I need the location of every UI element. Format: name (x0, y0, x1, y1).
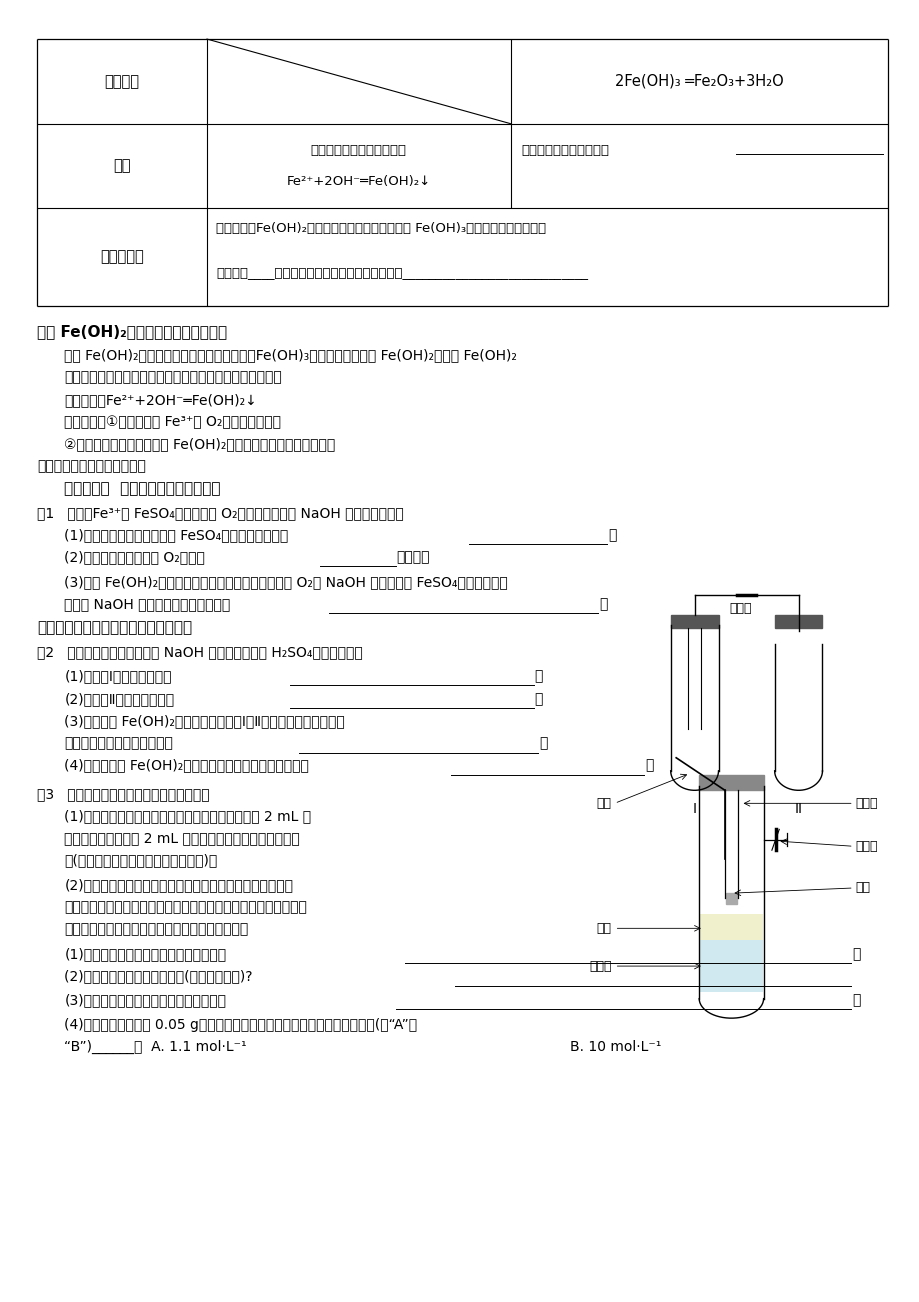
Text: 制备原理：Fe²⁺+2OH⁻═Fe(OH)₂↓: 制备原理：Fe²⁺+2OH⁻═Fe(OH)₂↓ (64, 393, 257, 406)
Text: 止水夹: 止水夹 (729, 602, 751, 615)
Text: (1)在试管Ⅰ中加入的试剂是: (1)在试管Ⅰ中加入的试剂是 (64, 669, 172, 682)
Text: 下面是几种典型的制备方法：: 下面是几种典型的制备方法： (37, 460, 145, 473)
Text: 例3   如图所示制备氢氧化亚铁的改进实验：: 例3 如图所示制备氢氧化亚铁的改进实验： (37, 788, 210, 801)
Text: 可溶性亚铁盐与碱溶液反应: 可溶性亚铁盐与碱溶液反应 (311, 145, 406, 156)
Text: 玻璃管: 玻璃管 (855, 797, 877, 810)
Text: 沿玻璃管内将钒粒捅入液体中。请回答下列问题：: 沿玻璃管内将钒粒捅入液体中。请回答下列问题： (64, 923, 248, 936)
Text: 可溶性铁盐与碱溶液反应: 可溶性铁盐与碱溶液反应 (521, 145, 609, 156)
Text: 弹簧夹: 弹簧夹 (855, 840, 877, 853)
Text: 迅速变成____色，最后变成红褐色，反应方程式为____________________________: 迅速变成____色，最后变成红褐色，反应方程式为________________… (216, 267, 587, 279)
Text: 向上提拉铁丝，使铁丝脱离液面。并关闭弹簧夹；用另一根细铁丝: 向上提拉铁丝，使铁丝脱离液面。并关闭弹簧夹；用另一根细铁丝 (64, 901, 307, 914)
Text: B. 10 mol·L⁻¹: B. 10 mol·L⁻¹ (570, 1040, 661, 1053)
Text: (3)携入钒粒后，预测具支试管中的现象：: (3)携入钒粒后，预测具支试管中的现象： (64, 993, 226, 1006)
Text: 由于 Fe(OH)₂具有很强的还原性，易被氧化为Fe(OH)₃，在实验室中制备 Fe(OH)₂，并使 Fe(OH)₂: 由于 Fe(OH)₂具有很强的还原性，易被氧化为Fe(OH)₃，在实验室中制备 … (64, 349, 516, 362)
Text: II: II (794, 802, 801, 816)
Text: 。: 。 (534, 669, 542, 682)
Text: 2Fe(OH)₃ ═Fe₂O₃+3H₂O: 2Fe(OH)₃ ═Fe₂O₃+3H₂O (614, 74, 783, 89)
Text: (1)按图所示组装他器，向一支小的具支试管中加入 2 mL 左: (1)按图所示组装他器，向一支小的具支试管中加入 2 mL 左 (64, 810, 312, 823)
Bar (670, 615, 718, 628)
Text: (4)这样生成的 Fe(OH)₂沉淠能较长时间保持白色，理由是: (4)这样生成的 Fe(OH)₂沉淠能较长时间保持白色，理由是 (64, 759, 309, 772)
Text: 。: 。 (598, 598, 607, 611)
Text: 稀盐酸: 稀盐酸 (589, 960, 611, 973)
Text: 。: 。 (644, 759, 652, 772)
Text: 。: 。 (539, 737, 547, 750)
Text: 受热分解: 受热分解 (104, 74, 140, 89)
Text: 的方法。: 的方法。 (396, 551, 429, 564)
Text: ②制备过程中，保证生成的 Fe(OH)₂在密闭的隔绝空气的体系中。: ②制备过程中，保证生成的 Fe(OH)₂在密闭的隔绝空气的体系中。 (64, 437, 335, 450)
Text: (2)除去蒸馆水中溶解的 O₂常采用: (2)除去蒸馆水中溶解的 O₂常采用 (64, 551, 205, 564)
Text: 夹，塞紧塞子后的实验步骤是: 夹，塞紧塞子后的实验步骤是 (64, 737, 173, 750)
Text: 钒粒: 钒粒 (855, 881, 869, 894)
Text: (3)为了制得 Fe(OH)₂白色沉淠，在试管Ⅰ和Ⅱ中加入试剂，打开止水: (3)为了制得 Fe(OH)₂白色沉淠，在试管Ⅰ和Ⅱ中加入试剂，打开止水 (64, 715, 345, 728)
Text: 例2   在如图所示的装置中，用 NaOH 溶液、铁屑、稀 H₂SO₄等试剂制备。: 例2 在如图所示的装置中，用 NaOH 溶液、铁屑、稀 H₂SO₄等试剂制备。 (37, 646, 362, 659)
Text: 右的稀盐酸，再加入 2 mL 左右的煎油，玻璃管下端粘住钒: 右的稀盐酸，再加入 2 mL 左右的煎油，玻璃管下端粘住钒 (64, 832, 300, 845)
Text: 制法: 制法 (113, 159, 130, 173)
Text: Fe²⁺+2OH⁻═Fe(OH)₂↓: Fe²⁺+2OH⁻═Fe(OH)₂↓ (287, 176, 430, 187)
Bar (699, 940, 762, 992)
Text: (2)将铁丝浸入盐酸，反应放出氢气，待试管内空气排尽后，: (2)将铁丝浸入盐酸，反应放出氢气，待试管内空气排尽后， (64, 879, 293, 892)
Text: 例1   用不含Fe³⁺的 FeSO₄溶液与不含 O₂的蒸馆水配制的 NaOH 溶液反应制备。: 例1 用不含Fe³⁺的 FeSO₄溶液与不含 O₂的蒸馆水配制的 NaOH 溶液… (37, 506, 403, 519)
Bar (774, 615, 822, 628)
Text: 成功关键：①溶液中不含 Fe³⁺和 O₂等氧化性物质。: 成功关键：①溶液中不含 Fe³⁺和 O₂等氧化性物质。 (64, 415, 281, 428)
Text: 粒(用滤纸吸干表面煎油，切去氧化层)。: 粒(用滤纸吸干表面煎油，切去氧化层)。 (64, 854, 218, 867)
Text: 在空气中，Fe(OH)₂能够非常迅速地被氧气氧化成 Fe(OH)₃，现象是白色絮状沉淠: 在空气中，Fe(OH)₂能够非常迅速地被氧气氧化成 Fe(OH)₃，现象是白色絮… (216, 223, 546, 234)
Text: 【方法二】氢气氛围中的复分解反应法: 【方法二】氢气氛围中的复分解反应法 (37, 620, 192, 635)
Text: (2)在试管Ⅱ中加入的试剂是: (2)在试管Ⅱ中加入的试剂是 (64, 693, 175, 706)
Text: 二者的关系: 二者的关系 (100, 250, 143, 264)
Text: 长时间保持白色沉淠状态，成为物质制备实验探究的热点。: 长时间保持白色沉淠状态，成为物质制备实验探究的热点。 (64, 371, 282, 384)
Text: 再挤出 NaOH 溶液，这样操作的理由是: 再挤出 NaOH 溶液，这样操作的理由是 (64, 598, 231, 611)
Bar (725, 893, 736, 904)
Bar (698, 775, 763, 790)
Text: (1)用硫酸亚铁晶体配制上述 FeSO₄溶液时还需要加入: (1)用硫酸亚铁晶体配制上述 FeSO₄溶液时还需要加入 (64, 529, 289, 542)
Text: I: I (692, 802, 696, 816)
Text: 煎油: 煎油 (596, 922, 611, 935)
Text: (4)已知钒粒的质量约 0.05 g，实验室现有以下两种不同浓度的盐酸，你选择(填“A”或: (4)已知钒粒的质量约 0.05 g，实验室现有以下两种不同浓度的盐酸，你选择(… (64, 1018, 417, 1031)
Text: (2)如何检验试管内空气已排尽(回答具体操作)?: (2)如何检验试管内空气已排尽(回答具体操作)? (64, 970, 261, 983)
Text: (1)写出该实验中发生反应的化学方程式：: (1)写出该实验中发生反应的化学方程式： (64, 948, 226, 961)
Text: 。: 。 (534, 693, 542, 706)
Text: (3)生成 Fe(OH)₂白色沉淠的操作是用长滴管吸取不含 O₂的 NaOH 溶液，插入 FeSO₄溶液液面下，: (3)生成 Fe(OH)₂白色沉淠的操作是用长滴管吸取不含 O₂的 NaOH 溶… (64, 575, 507, 589)
Text: “B”)______。  A. 1.1 mol·L⁻¹: “B”)______。 A. 1.1 mol·L⁻¹ (64, 1040, 247, 1053)
Text: 。: 。 (851, 993, 859, 1006)
Text: 。: 。 (851, 948, 859, 961)
Text: 探究 Fe(OH)₂的制备与实验方案的设计: 探究 Fe(OH)₂的制备与实验方案的设计 (37, 324, 227, 340)
Text: 。: 。 (607, 529, 616, 542)
Text: 铁丝: 铁丝 (596, 797, 611, 810)
Text: 【方法一】  隔绝空气的复分解反应法: 【方法一】 隔绝空气的复分解反应法 (64, 480, 221, 496)
Bar (699, 914, 762, 940)
